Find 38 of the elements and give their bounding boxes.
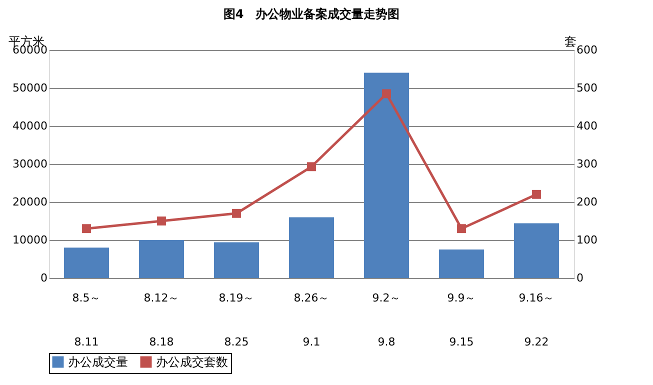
- bar: [439, 250, 484, 278]
- y2-tick-label: 400: [576, 120, 598, 132]
- y-tick-label: 10000: [12, 234, 48, 246]
- chart-title: 图4 办公物业备案成交量走势图: [223, 7, 400, 21]
- category-label: 8.26～ 9.1: [294, 292, 330, 348]
- y2-tick-label: 100: [576, 234, 598, 246]
- y-tick-label: 40000: [12, 120, 48, 132]
- category-label: 9.16～ 9.22: [518, 292, 554, 348]
- y2-tick-label: 600: [576, 44, 598, 56]
- point: [382, 89, 391, 98]
- y2-axis-title: 套: [564, 34, 576, 48]
- y-tick-label: 0: [40, 272, 48, 284]
- y-tick-label: 50000: [12, 82, 48, 94]
- point: [232, 208, 241, 218]
- y2-tick-label: 500: [576, 82, 598, 94]
- bar: [64, 248, 109, 278]
- point: [457, 224, 466, 234]
- category-label: 8.12～ 8.18: [144, 292, 180, 348]
- bar: [139, 240, 184, 278]
- point: [532, 190, 541, 199]
- y2-tick-label: 300: [576, 158, 598, 170]
- legend-label: 办公成交量: [68, 355, 128, 369]
- point: [82, 224, 91, 234]
- bar: [214, 242, 259, 278]
- y-tick-label: 20000: [12, 196, 48, 208]
- bar: [289, 217, 334, 278]
- legend-label: 办公成交套数: [156, 355, 228, 369]
- category-label: 8.19～ 8.25: [218, 292, 254, 348]
- category-label: 9.9～ 9.15: [447, 292, 476, 348]
- point: [307, 162, 316, 172]
- y-tick-label: 30000: [12, 158, 48, 170]
- y2-tick-label: 0: [576, 272, 584, 284]
- category-label: 9.2～ 9.8: [372, 292, 401, 348]
- y2-tick-label: 200: [576, 196, 598, 208]
- bar: [364, 72, 409, 278]
- bar: [514, 223, 559, 278]
- category-label: 8.5～ 8.11: [72, 292, 101, 348]
- point: [157, 216, 166, 226]
